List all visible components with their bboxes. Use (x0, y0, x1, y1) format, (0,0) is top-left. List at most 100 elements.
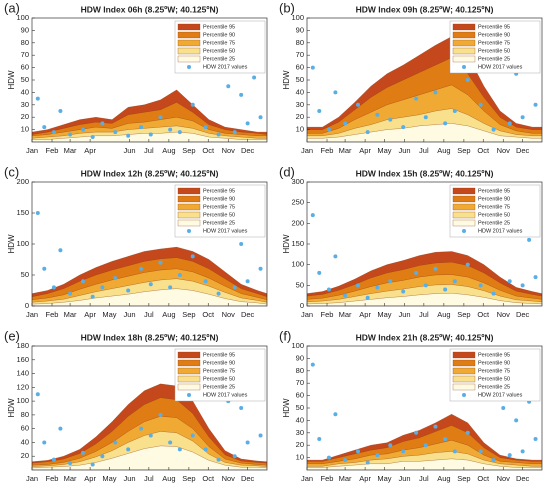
percentile-area (307, 123, 542, 142)
scatter-point (239, 406, 244, 410)
scatter-point (452, 279, 457, 284)
scatter-point (126, 133, 131, 138)
legend-label: Percentile 95 (478, 188, 510, 194)
y-tick-label: 20 (21, 112, 29, 121)
legend-label: Percentile 25 (478, 384, 510, 390)
panel-label: (d) (279, 164, 295, 179)
x-tick-label: Mar (339, 310, 352, 319)
legend-marker (187, 229, 191, 233)
scatter-point (520, 115, 525, 120)
y-tick-label: 30 (296, 428, 304, 437)
scatter-point (401, 125, 406, 130)
plot (32, 75, 267, 142)
scatter-point (388, 279, 393, 284)
scatter-point (81, 279, 86, 284)
scatter-point (148, 282, 153, 287)
legend-swatch (177, 375, 201, 383)
x-tick-label: Jan (26, 310, 38, 319)
scatter-point (465, 78, 470, 82)
y-tick-label: 20 (296, 112, 304, 121)
y-tick-label: 140 (16, 369, 29, 378)
scatter-point (326, 455, 331, 460)
legend-swatch (452, 23, 476, 31)
plot (32, 383, 267, 470)
x-tick-label: Aug (162, 310, 175, 319)
legend-label: Percentile 75 (203, 204, 235, 210)
plot (307, 362, 542, 470)
scatter-point (68, 132, 73, 137)
x-tick-label: Dec (241, 146, 255, 155)
x-tick-label: Mar (64, 474, 77, 483)
panel: (a) HDW Index 06h (8.25ºW; 40.125ºN) HDW 10… (4, 0, 268, 155)
scatter-point (35, 392, 40, 397)
legend-label: Percentile 50 (203, 376, 235, 382)
scatter-point (423, 443, 428, 448)
scatter-point (158, 412, 163, 417)
scatter-point (139, 426, 144, 431)
y-tick-label: 160 (16, 355, 29, 364)
x-tick-label: Sep (182, 146, 195, 155)
scatter-point (258, 115, 263, 120)
x-tick-label: Dec (241, 310, 255, 319)
scatter-point (245, 440, 250, 445)
y-tick-label: 80 (296, 38, 304, 47)
scatter-point (51, 130, 56, 135)
y-tick-label: 80 (296, 366, 304, 375)
y-tick-label: 40 (296, 87, 304, 96)
plot (32, 211, 267, 306)
scatter-point (100, 454, 105, 459)
y-tick-label: 0 (300, 301, 304, 310)
scatter-point (126, 288, 131, 293)
scatter-point (478, 449, 483, 454)
x-tick-label: Nov (497, 146, 511, 155)
x-tick-label: Aug (437, 474, 450, 483)
scatter-point (190, 102, 195, 107)
x-tick-label: Sep (182, 310, 195, 319)
scatter-point (401, 449, 406, 454)
y-tick-label: 10 (296, 453, 304, 462)
y-tick-label: 180 (16, 341, 29, 350)
chart-title: HDW Index 06h (8.25ºW; 40.125ºN) (81, 4, 219, 14)
legend-label: Percentile 25 (203, 220, 235, 226)
legend-label: Percentile 50 (478, 212, 510, 218)
legend-label: HDW 2017 values (203, 392, 248, 398)
scatter-point (51, 285, 56, 290)
y-tick-label: 50 (21, 75, 29, 84)
y-tick-label: 100 (16, 13, 29, 22)
x-tick-label: Jun (398, 310, 410, 319)
legend-swatch (452, 375, 476, 383)
y-tick-label: 50 (296, 75, 304, 84)
x-tick-label: Apr (359, 310, 371, 319)
scatter-point (42, 125, 47, 130)
scatter-point (491, 127, 496, 132)
legend-swatch (177, 55, 201, 63)
y-tick-label: 20 (21, 451, 29, 460)
legend-label: HDW 2017 values (203, 228, 248, 234)
scatter-point (100, 285, 105, 290)
scatter-point (168, 285, 173, 290)
legend-label: Percentile 75 (203, 368, 235, 374)
scatter-point (533, 102, 538, 107)
y-tick-label: 40 (296, 415, 304, 424)
scatter-point (42, 440, 47, 445)
scatter-point (452, 109, 457, 113)
x-tick-label: Dec (516, 146, 530, 155)
legend-swatch (177, 39, 201, 47)
scatter-point (326, 287, 331, 292)
scatter-point (533, 437, 538, 441)
legend-label: HDW 2017 values (203, 64, 248, 70)
y-tick-label: 200 (16, 177, 29, 186)
scatter-point (507, 279, 512, 284)
y-tick-label: 250 (291, 198, 304, 207)
scatter-point (239, 242, 244, 246)
legend-label: Percentile 25 (203, 56, 235, 62)
y-tick-label: 150 (291, 239, 304, 248)
legend-marker (462, 65, 466, 69)
legend-swatch (452, 367, 476, 375)
scatter-point (258, 266, 263, 271)
scatter-point (343, 293, 348, 298)
scatter-point (81, 450, 86, 455)
y-tick-label: 70 (296, 50, 304, 59)
x-tick-label: Apr (84, 146, 96, 155)
x-tick-label: Jan (301, 146, 313, 155)
